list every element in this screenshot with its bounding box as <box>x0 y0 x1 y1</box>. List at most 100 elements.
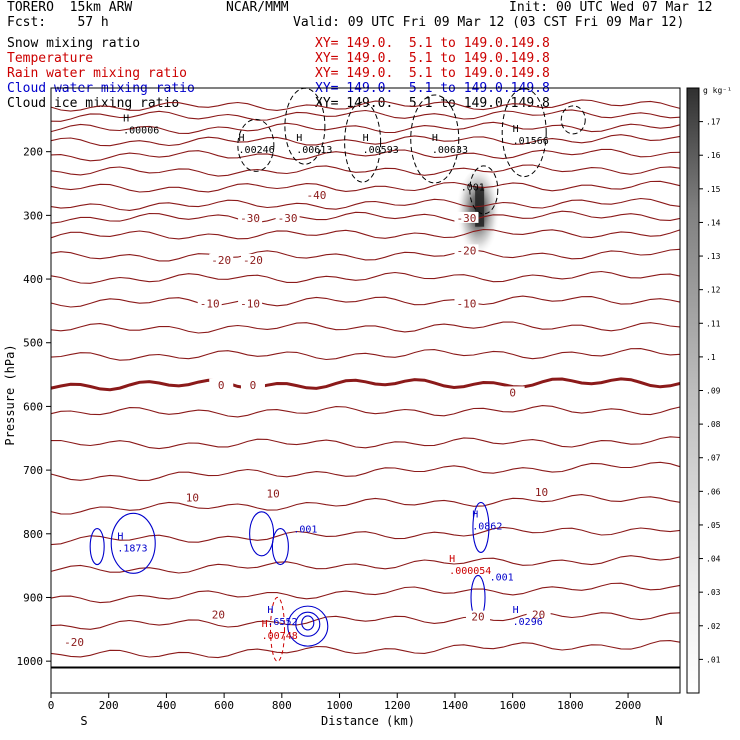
extremum-marker: H <box>363 133 369 144</box>
legend-temperature-xy: XY= 149.0. 5.1 to 149.0.149.8 <box>315 51 550 66</box>
y-tick-label: 400 <box>23 273 43 286</box>
isotherm <box>50 228 681 240</box>
temperature-label: -30 <box>240 212 260 225</box>
legend-cloud-ice-xy: XY= 149.0. 5.1 to 149.0.149.8 <box>315 96 550 111</box>
cloud-water-contour <box>271 527 289 566</box>
x-tick-label: 600 <box>214 699 234 712</box>
temperature-label: -10 <box>240 297 260 310</box>
extremum-label: H.000054 <box>449 554 491 577</box>
isotherm <box>50 494 681 515</box>
extremum-marker: H <box>513 605 519 616</box>
temperature-label: -10 <box>457 297 477 310</box>
temperature-label: 0 <box>218 379 225 392</box>
temperature-label: -30 <box>278 212 298 225</box>
y-tick-label: 900 <box>23 591 43 604</box>
extremum-label: .001 <box>461 183 485 194</box>
x-tick-label: 1400 <box>442 699 469 712</box>
colorbar-tick-label: .02 <box>706 622 721 631</box>
temperature-label: 20 <box>532 609 545 622</box>
isotherm <box>50 164 681 177</box>
extremum-value: .6552 <box>267 617 297 628</box>
plot-frame <box>50 87 681 694</box>
extremum-value: .001 <box>461 183 485 194</box>
rain-contour <box>269 596 285 662</box>
snow-contour <box>410 94 460 184</box>
extremum-value: .00613 <box>296 145 332 156</box>
extremum-value: .001 <box>490 572 514 583</box>
colorbar-tick-label: .15 <box>706 185 721 194</box>
isotherm <box>50 270 681 284</box>
colorbar-tick-label: .12 <box>706 286 721 295</box>
colorbar-tick-label: .01 <box>706 655 721 664</box>
forecast-hour: Fcst: 57 h <box>7 15 109 30</box>
temperature-label: -40 <box>307 189 327 202</box>
x-tick-label: 0 <box>48 699 55 712</box>
extremum-value: .000054 <box>449 566 491 577</box>
extremum-label: H.00613 <box>296 133 332 156</box>
extremum-label: .001 <box>490 572 514 583</box>
isotherm <box>50 295 681 308</box>
snow-contour <box>344 101 382 183</box>
isotherm <box>50 121 681 134</box>
temperature-label: -20 <box>457 244 477 257</box>
extremum-label: H.6552 <box>267 605 297 628</box>
extremum-label: .001 <box>293 525 317 536</box>
cloud-water-contour <box>472 501 490 553</box>
valid-time: Valid: 09 UTC Fri 09 Mar 12 (03 CST Fri … <box>293 15 685 30</box>
isotherm <box>50 99 681 112</box>
isotherm <box>50 461 681 481</box>
extremum-label: H.00633 <box>432 133 468 156</box>
extremum-marker: H <box>513 124 519 135</box>
cloud-water-contour <box>295 611 321 637</box>
isotherm <box>50 640 681 659</box>
colorbar-tick-label: .05 <box>706 521 721 530</box>
temperature-label: -20 <box>64 636 84 649</box>
extremum-value: .0862 <box>472 521 502 532</box>
x-tick-label: 1200 <box>384 699 411 712</box>
legend-snow-label: Snow mixing ratio <box>7 36 141 51</box>
isotherm <box>50 405 681 418</box>
colorbar-unit: g kg⁻¹ <box>703 86 732 95</box>
isotherm <box>50 197 681 211</box>
x-tick-label: 1600 <box>499 699 526 712</box>
extremum-value: .00006 <box>123 125 159 136</box>
y-tick-label: 500 <box>23 337 43 350</box>
axes: 0 200 400 600 800 1000 1200 1400 1600 1800 2000200… <box>17 87 681 712</box>
isotherm <box>50 134 681 147</box>
y-tick-label: 800 <box>23 528 43 541</box>
extremum-marker: H <box>262 619 268 630</box>
extremum-marker: H <box>267 605 273 616</box>
init-time: Init: 00 UTC Wed 07 Mar 12 <box>509 0 713 15</box>
colorbar-tick-label: .04 <box>706 555 721 564</box>
colorbar-tick-label: .06 <box>706 487 721 496</box>
isotherm <box>50 210 681 224</box>
x-tick-label: 200 <box>99 699 119 712</box>
colorbar-tick-label: .07 <box>706 454 721 463</box>
extremum-marker: H <box>296 133 302 144</box>
x-axis-south-label: S <box>80 714 87 728</box>
x-tick-label: 800 <box>272 699 292 712</box>
temperature-label: 10 <box>535 486 548 499</box>
extremum-value: .00246 <box>239 145 275 156</box>
isotherm <box>50 526 681 546</box>
y-tick-label: 700 <box>23 464 43 477</box>
temperature-label: -10 <box>200 297 220 310</box>
extremum-marker: H <box>449 554 455 565</box>
x-tick-label: 400 <box>156 699 176 712</box>
x-tick-label: 1800 <box>557 699 584 712</box>
extremum-marker: H <box>239 133 245 144</box>
x-tick-label: 2000 <box>615 699 642 712</box>
isotherm <box>50 248 681 262</box>
temperature-label: 10 <box>186 491 199 504</box>
cloud-water-contour <box>287 605 329 647</box>
cloud-water-contour <box>110 512 156 574</box>
extremum-value: .001 <box>293 525 317 536</box>
snow-contour <box>237 118 275 172</box>
extremum-value: .00748 <box>262 631 298 642</box>
legend-rain-label: Rain water mixing ratio <box>7 66 188 81</box>
extremum-label: H.0296 <box>513 605 543 628</box>
temperature-label: 20 <box>212 609 225 622</box>
isotherm <box>50 582 681 604</box>
x-tick-label: 1000 <box>326 699 353 712</box>
colorbar: .01 .02 .03 .04 .05 .06 .07 .08 .09 .1 .11 .12 .13 .1… <box>686 87 721 694</box>
